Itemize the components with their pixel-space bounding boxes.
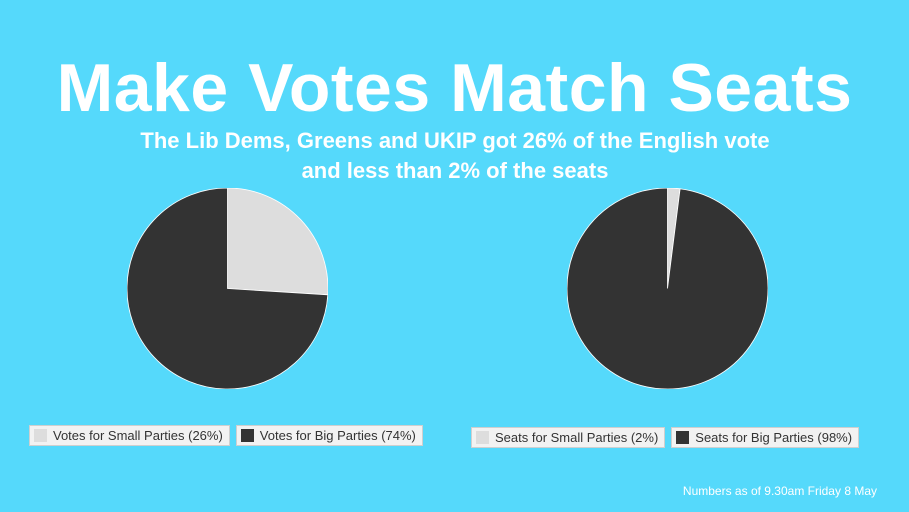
subtitle-line-1: The Lib Dems, Greens and UKIP got 26% of… [140, 128, 770, 153]
legend-item-votes-small[interactable]: Votes for Small Parties (26%) [29, 425, 230, 446]
legend-label: Seats for Small Parties (2%) [495, 430, 659, 445]
legend-swatch-big [676, 431, 690, 444]
legend-label: Votes for Small Parties (26%) [53, 428, 223, 443]
legend-label: Seats for Big Parties (98%) [695, 430, 853, 445]
votes-pie-slice-small [227, 188, 328, 296]
votes-pie-chart [127, 188, 328, 389]
legend-label: Votes for Big Parties (74%) [259, 428, 416, 443]
legend-item-seats-big[interactable]: Seats for Big Parties (98%) [671, 427, 860, 448]
subtitle: The Lib Dems, Greens and UKIP got 26% of… [30, 126, 880, 186]
legend-item-seats-small[interactable]: Seats for Small Parties (2%) [471, 427, 666, 448]
seats-pie-chart [567, 188, 768, 389]
legend-swatch-big [240, 429, 254, 442]
votes-pie-slice-big [127, 188, 328, 389]
votes-legend: Votes for Small Parties (26%) Votes for … [29, 425, 423, 446]
subtitle-line-2: and less than 2% of the seats [301, 158, 609, 183]
page-title: Make Votes Match Seats [56, 50, 853, 126]
seats-pie-slice-big [567, 188, 768, 389]
seats-legend: Seats for Small Parties (2%) Seats for B… [471, 427, 860, 448]
footnote: Numbers as of 9.30am Friday 8 May [682, 484, 877, 498]
legend-swatch-small [34, 429, 47, 442]
legend-swatch-small [476, 431, 489, 444]
legend-item-votes-big[interactable]: Votes for Big Parties (74%) [235, 425, 423, 446]
